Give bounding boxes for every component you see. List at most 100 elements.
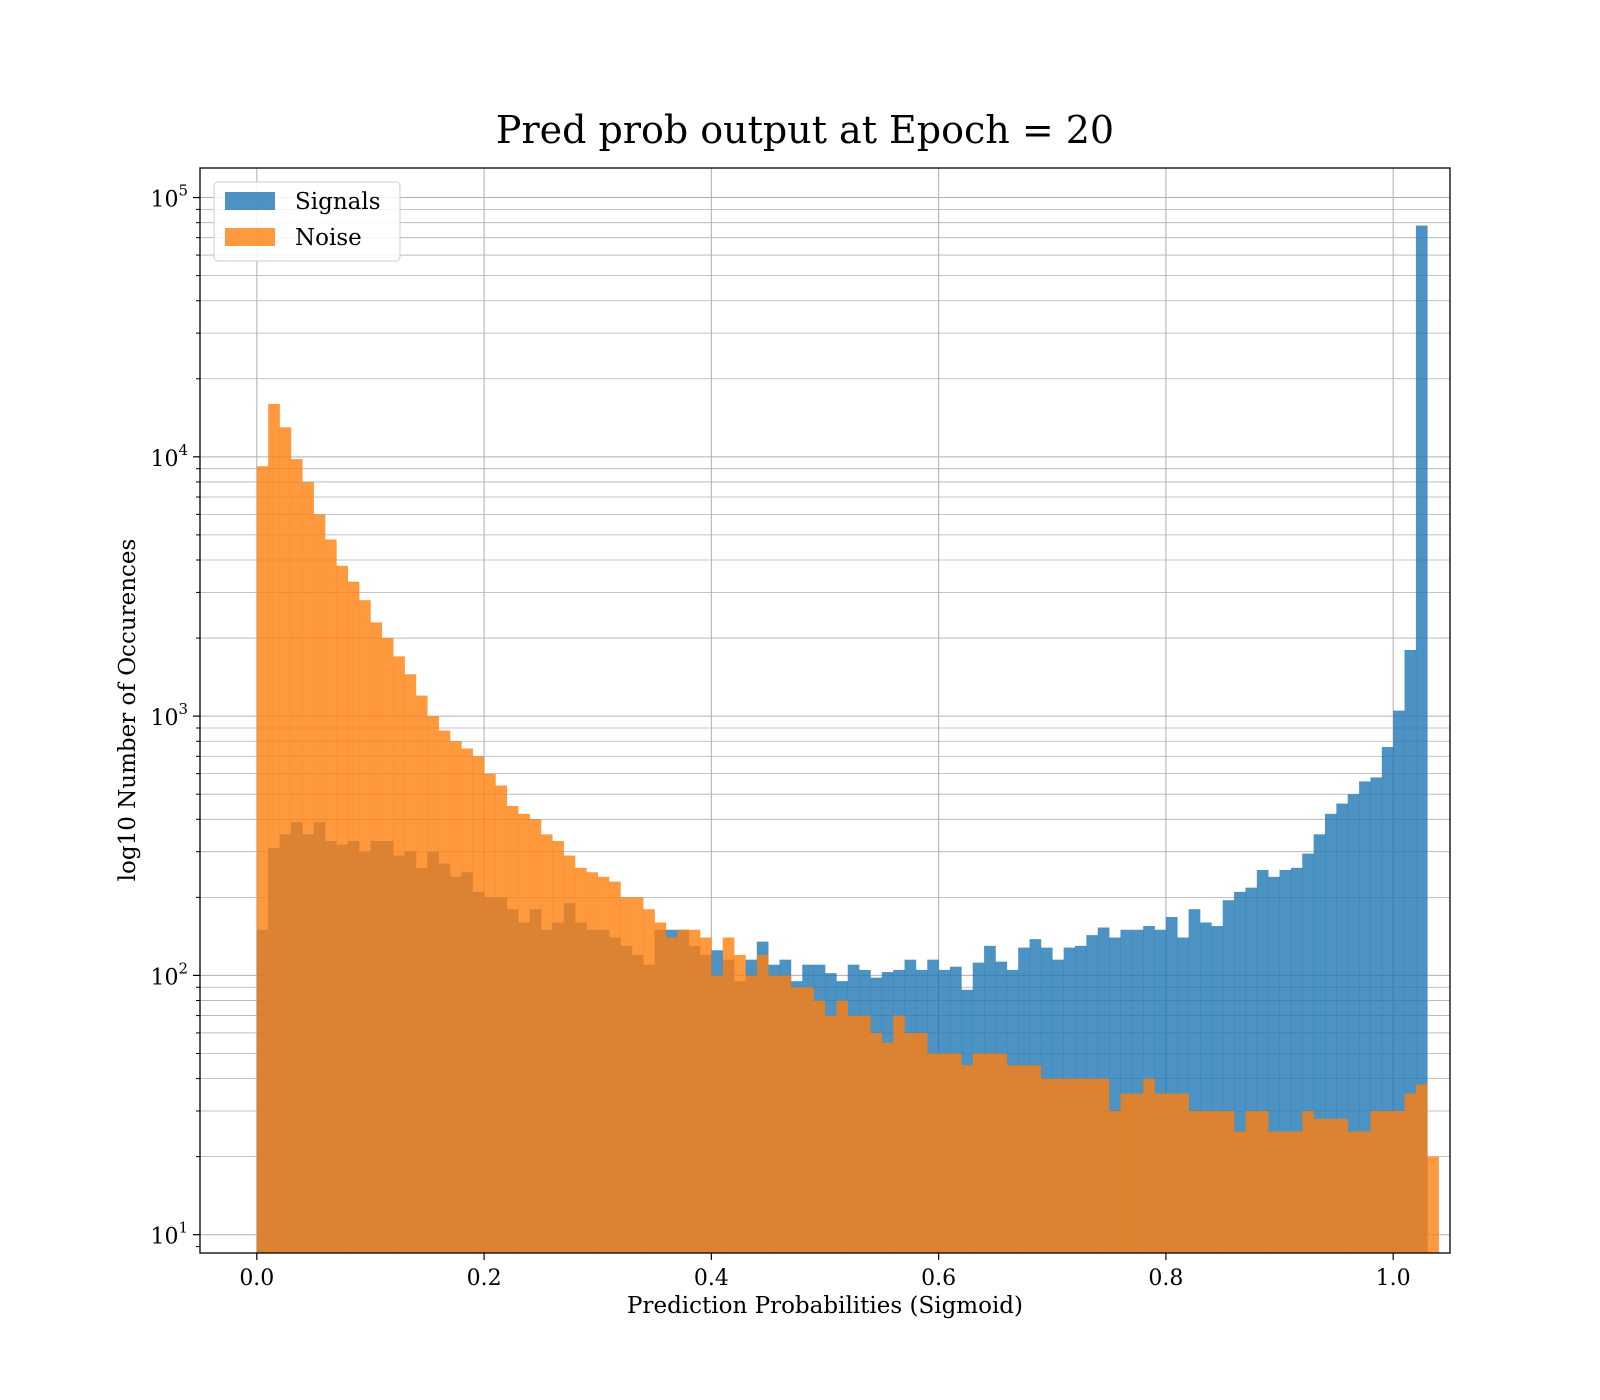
bar-noise-12 xyxy=(393,656,405,1253)
y-tick-label-4: 105 xyxy=(150,182,188,213)
bar-signals-83 xyxy=(1200,922,1212,1253)
bar-noise-90 xyxy=(1279,1131,1292,1253)
legend-swatch-noise xyxy=(225,228,275,246)
bar-noise-2 xyxy=(279,427,292,1254)
bar-noise-71 xyxy=(1063,1078,1076,1253)
x-tick-label-1: 0.2 xyxy=(467,1266,502,1291)
bar-noise-31 xyxy=(609,881,621,1253)
bar-noise-91 xyxy=(1290,1131,1303,1253)
bar-noise-60 xyxy=(938,1053,951,1253)
bar-noise-73 xyxy=(1086,1078,1099,1253)
bar-noise-49 xyxy=(813,1000,826,1253)
bar-noise-63 xyxy=(972,1053,985,1253)
bar-noise-86 xyxy=(1234,1131,1246,1253)
bar-signals-92 xyxy=(1302,853,1314,1253)
bar-noise-103 xyxy=(1427,1156,1439,1253)
series-noise xyxy=(256,403,1439,1254)
bar-noise-70 xyxy=(1052,1078,1064,1253)
bar-signals-79 xyxy=(1154,929,1167,1253)
bar-noise-26 xyxy=(552,840,564,1253)
y-tick-label-2: 103 xyxy=(150,700,188,731)
chart-title: Pred prob output at Epoch = 20 xyxy=(496,108,1114,152)
bar-signals-77 xyxy=(1131,929,1144,1253)
x-tick-label-3: 0.6 xyxy=(921,1266,956,1291)
bar-noise-80 xyxy=(1165,1093,1178,1253)
bar-noise-43 xyxy=(745,975,758,1253)
bar-signals-85 xyxy=(1222,900,1235,1253)
bar-noise-64 xyxy=(984,1053,996,1253)
bar-noise-62 xyxy=(961,1065,974,1253)
bar-noise-16 xyxy=(438,730,451,1253)
bar-noise-50 xyxy=(825,1015,837,1253)
bar-noise-48 xyxy=(802,987,814,1253)
bar-noise-19 xyxy=(472,756,485,1253)
bar-noise-54 xyxy=(870,1032,883,1253)
bar-noise-18 xyxy=(461,748,474,1253)
bar-noise-61 xyxy=(950,1053,962,1253)
bar-noise-20 xyxy=(484,773,496,1253)
bar-noise-57 xyxy=(904,1032,917,1253)
x-axis-ticks: 0.0 0.2 0.4 0.6 0.8 1.0 xyxy=(239,1253,1411,1291)
bar-signals-100 xyxy=(1393,710,1405,1253)
bar-noise-96 xyxy=(1347,1131,1360,1253)
bar-noise-34 xyxy=(643,909,655,1253)
bar-noise-93 xyxy=(1313,1118,1326,1253)
bar-noise-32 xyxy=(620,897,633,1253)
legend-label-signals: Signals xyxy=(295,189,381,215)
bar-noise-76 xyxy=(1120,1093,1133,1253)
y-tick-label-3: 104 xyxy=(150,441,188,472)
bar-noise-17 xyxy=(450,741,462,1253)
bar-noise-23 xyxy=(518,813,530,1253)
y-tick-label-0: 101 xyxy=(150,1219,188,1250)
bar-noise-89 xyxy=(1268,1131,1280,1253)
bar-noise-24 xyxy=(529,819,542,1253)
bar-noise-15 xyxy=(427,716,439,1253)
bar-noise-67 xyxy=(1018,1065,1030,1253)
bar-noise-41 xyxy=(722,937,735,1253)
bar-noise-66 xyxy=(1006,1065,1019,1253)
bar-signals-97 xyxy=(1359,781,1371,1253)
x-tick-label-4: 0.8 xyxy=(1148,1266,1183,1291)
bar-signals-102 xyxy=(1415,225,1428,1254)
bar-signals-82 xyxy=(1188,909,1201,1253)
bar-noise-44 xyxy=(756,954,769,1253)
bar-noise-4 xyxy=(302,481,314,1253)
bar-signals-99 xyxy=(1381,747,1394,1253)
bar-noise-14 xyxy=(415,695,428,1253)
bar-noise-99 xyxy=(1381,1110,1394,1253)
bar-signals-96 xyxy=(1347,794,1360,1253)
bar-noise-10 xyxy=(370,622,383,1253)
bar-signals-80 xyxy=(1165,916,1178,1253)
bar-signals-90 xyxy=(1279,869,1292,1253)
bar-noise-68 xyxy=(1029,1065,1042,1253)
bar-noise-87 xyxy=(1245,1110,1258,1253)
bar-noise-98 xyxy=(1370,1110,1383,1253)
bar-noise-102 xyxy=(1415,1084,1428,1253)
bar-signals-98 xyxy=(1370,777,1383,1253)
legend-label-noise: Noise xyxy=(295,225,362,251)
bar-signals-84 xyxy=(1211,926,1224,1253)
bar-signals-87 xyxy=(1245,887,1258,1253)
bar-noise-27 xyxy=(563,855,576,1253)
bar-noise-59 xyxy=(927,1053,939,1253)
bar-noise-82 xyxy=(1188,1110,1201,1253)
bar-noise-30 xyxy=(597,876,610,1253)
bar-noise-100 xyxy=(1393,1110,1405,1253)
bar-signals-93 xyxy=(1313,834,1326,1253)
bar-noise-35 xyxy=(654,922,667,1253)
bar-noise-85 xyxy=(1222,1110,1235,1253)
bar-noise-5 xyxy=(313,514,326,1253)
bar-noise-74 xyxy=(1097,1078,1110,1253)
bar-noise-51 xyxy=(836,1000,849,1253)
bar-noise-94 xyxy=(1325,1118,1337,1253)
y-axis-label: log10 Number of Occurences xyxy=(115,539,141,882)
bar-noise-83 xyxy=(1200,1110,1212,1253)
bar-noise-39 xyxy=(700,937,712,1253)
bar-signals-89 xyxy=(1268,876,1280,1253)
bar-noise-6 xyxy=(325,539,337,1253)
plot-frame xyxy=(199,167,1451,1254)
y-axis-ticks: 101 102 103 104 105 xyxy=(150,182,200,1250)
bar-noise-53 xyxy=(859,1015,871,1253)
bar-noise-79 xyxy=(1154,1093,1167,1253)
bar-noise-55 xyxy=(881,1042,894,1253)
